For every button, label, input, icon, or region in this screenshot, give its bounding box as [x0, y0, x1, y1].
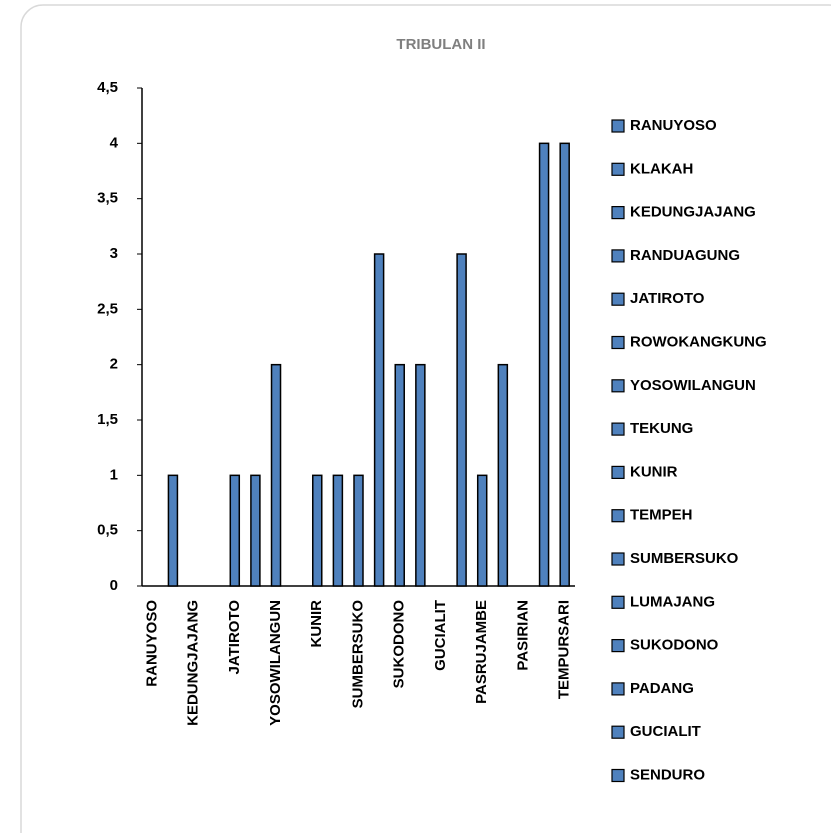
- legend-label: ROWOKANGKUNG: [630, 333, 767, 350]
- bar: [476, 474, 488, 587]
- legend-swatch: [611, 249, 625, 263]
- x-tick-label: SUMBERSUKO: [349, 600, 366, 709]
- x-tick-label: PASRUJAMBE: [473, 600, 490, 704]
- legend-label: JATIROTO: [630, 290, 705, 307]
- chart-title: TRIBULAN II: [396, 36, 485, 53]
- bar: [332, 474, 344, 587]
- legend-label: KLAKAH: [630, 160, 693, 177]
- legend-swatch: [611, 768, 625, 783]
- y-tick-label: 1,5: [97, 411, 118, 428]
- bar: [394, 363, 405, 587]
- x-tick-label: RANUYOSO: [143, 600, 160, 687]
- legend-label: PADANG: [630, 680, 694, 697]
- chart-frame: [20, 4, 831, 833]
- bar: [270, 363, 282, 587]
- bar: [456, 253, 467, 587]
- legend-label: GUCIALIT: [630, 723, 701, 740]
- bar: [415, 363, 426, 587]
- legend-swatch: [611, 422, 625, 436]
- x-tick-label: GUCIALIT: [432, 600, 449, 671]
- legend-swatch: [611, 682, 625, 696]
- x-tick-label: PASIRIAN: [514, 600, 531, 671]
- legend-label: YOSOWILANGUN: [630, 377, 756, 394]
- y-tick-label: 2: [110, 356, 118, 373]
- legend-swatch: [611, 162, 625, 176]
- legend-swatch: [611, 595, 625, 609]
- bar: [559, 142, 570, 587]
- legend-swatch: [611, 206, 625, 220]
- legend-label: KEDUNGJAJANG: [630, 204, 756, 221]
- legend-label: SUKODONO: [630, 637, 719, 654]
- x-tick-label: YOSOWILANGUN: [267, 600, 284, 726]
- legend-label: RANUYOSO: [630, 117, 717, 134]
- legend-label: TEMPEH: [630, 507, 693, 524]
- legend-swatch: [611, 335, 625, 350]
- legend-swatch: [611, 638, 625, 653]
- legend-label: TEKUNG: [630, 420, 693, 437]
- legend-label: LUMAJANG: [630, 593, 715, 610]
- bar: [312, 474, 323, 587]
- y-tick-label: 4,5: [97, 79, 118, 96]
- legend-swatch: [611, 552, 625, 566]
- y-tick-label: 1: [110, 466, 118, 483]
- y-tick-label: 2,5: [97, 300, 118, 317]
- x-tick-label: SUKODONO: [391, 600, 408, 689]
- y-tick-label: 0: [110, 577, 118, 594]
- legend-swatch: [611, 119, 625, 133]
- legend-label: SUMBERSUKO: [630, 550, 739, 567]
- y-tick-label: 4: [110, 134, 119, 151]
- bar: [229, 474, 241, 587]
- legend-swatch: [611, 725, 625, 739]
- bar: [538, 142, 550, 587]
- x-tick-label: TEMPURSARI: [556, 600, 573, 699]
- bar: [373, 253, 385, 587]
- bar: [250, 474, 261, 587]
- legend-swatch: [611, 292, 625, 306]
- bar: [353, 474, 364, 587]
- x-tick-label: KEDUNGJAJANG: [185, 600, 202, 726]
- bar: [497, 363, 509, 587]
- legend-swatch: [611, 509, 625, 523]
- legend-swatch: [611, 379, 625, 393]
- y-tick-label: 0,5: [97, 522, 118, 539]
- y-tick-label: 3,5: [97, 190, 118, 207]
- bar: [167, 474, 179, 587]
- legend-swatch: [611, 465, 625, 479]
- x-tick-label: JATIROTO: [226, 600, 243, 675]
- legend-label: SENDURO: [630, 766, 705, 783]
- legend-label: RANDUAGUNG: [630, 247, 740, 264]
- legend-label: KUNIR: [630, 463, 678, 480]
- y-tick-label: 3: [110, 245, 118, 262]
- x-tick-label: KUNIR: [308, 600, 325, 648]
